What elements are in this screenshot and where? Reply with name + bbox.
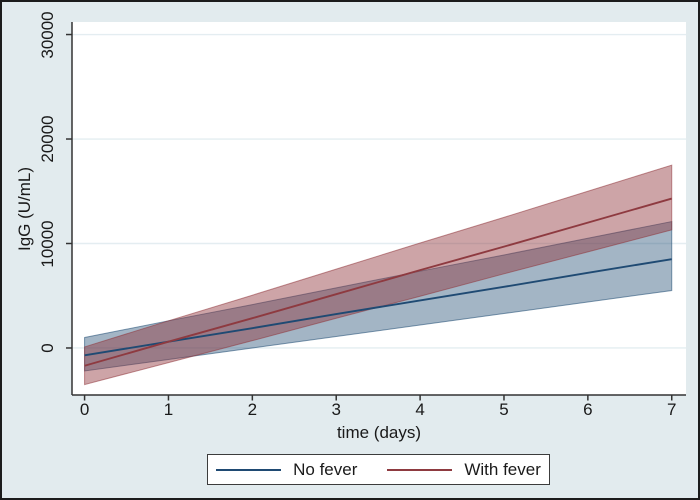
y-axis-title: IgG (U/mL) bbox=[15, 166, 34, 252]
x-tick-label-1: 1 bbox=[163, 400, 174, 419]
x-tick-label-4: 4 bbox=[415, 400, 425, 419]
legend: No fever With fever bbox=[207, 454, 550, 485]
mean-line-no-fever bbox=[84, 258, 672, 357]
legend-label-no-fever: No fever bbox=[293, 459, 358, 479]
ci-band-with-fever bbox=[84, 164, 673, 386]
plot-area bbox=[72, 22, 686, 395]
x-tick-label-6: 6 bbox=[583, 400, 593, 419]
x-axis-title: time (days) bbox=[336, 423, 422, 442]
ci-band-no-fever bbox=[84, 220, 673, 372]
legend-label-with-fever: With fever bbox=[464, 459, 541, 479]
x-tick-label-7: 7 bbox=[667, 400, 677, 419]
legend-item-with-fever: With fever bbox=[387, 460, 541, 480]
x-tick-label-2: 2 bbox=[247, 400, 258, 419]
with-fever-line-swatch bbox=[387, 468, 453, 471]
y-tick-label-10000: 10000 bbox=[38, 219, 57, 268]
no-fever-line-swatch bbox=[216, 468, 282, 471]
y-tick-label-0: 0 bbox=[38, 343, 57, 353]
y-tick-label-30000: 30000 bbox=[38, 10, 57, 59]
y-tick-label-20000: 20000 bbox=[38, 115, 57, 163]
legend-item-no-fever: No fever bbox=[216, 460, 357, 480]
x-tick-label-5: 5 bbox=[499, 400, 509, 419]
x-tick-label-0: 0 bbox=[79, 400, 90, 419]
x-tick-label-3: 3 bbox=[331, 400, 341, 419]
mean-line-with-fever bbox=[84, 197, 673, 367]
